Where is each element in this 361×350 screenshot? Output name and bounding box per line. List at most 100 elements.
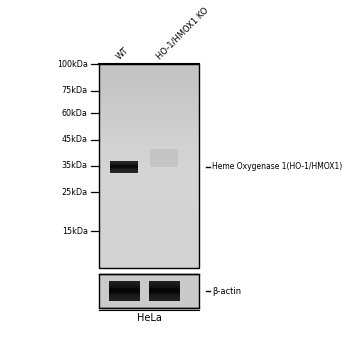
Bar: [99, 151, 199, 153]
Bar: [99, 252, 199, 255]
Bar: [99, 206, 199, 209]
Bar: [109, 286, 140, 288]
Bar: [99, 222, 199, 224]
Bar: [99, 77, 199, 79]
Bar: [99, 75, 199, 77]
Bar: [109, 289, 140, 291]
Text: 25kDa: 25kDa: [62, 188, 88, 197]
Bar: [99, 250, 199, 252]
Bar: [99, 105, 199, 107]
Bar: [99, 237, 199, 240]
Bar: [99, 72, 199, 75]
Bar: [99, 156, 199, 158]
Bar: [110, 172, 138, 173]
Bar: [99, 181, 199, 184]
Text: 75kDa: 75kDa: [62, 86, 88, 95]
Bar: [99, 230, 199, 232]
Bar: [99, 146, 199, 148]
Bar: [99, 227, 199, 230]
Bar: [110, 162, 138, 163]
Bar: [99, 69, 199, 72]
Bar: [99, 176, 199, 178]
Bar: [99, 141, 199, 143]
Text: WT: WT: [115, 45, 130, 61]
Bar: [149, 282, 179, 284]
Bar: [99, 166, 199, 168]
Bar: [99, 113, 199, 115]
Bar: [99, 199, 199, 202]
Bar: [99, 153, 199, 156]
Bar: [109, 282, 140, 284]
Bar: [99, 178, 199, 181]
Text: 60kDa: 60kDa: [62, 108, 88, 118]
Bar: [99, 224, 199, 227]
Text: Heme Oxygenase 1(HO-1/HMOX1): Heme Oxygenase 1(HO-1/HMOX1): [212, 162, 342, 172]
Bar: [109, 294, 140, 296]
Bar: [99, 212, 199, 214]
Bar: [109, 281, 140, 282]
Bar: [109, 291, 140, 293]
Text: β-actin: β-actin: [212, 287, 241, 295]
Bar: [110, 167, 138, 168]
Bar: [99, 247, 199, 250]
Bar: [99, 125, 199, 128]
Bar: [99, 265, 199, 268]
Bar: [99, 260, 199, 262]
Bar: [149, 288, 179, 289]
Bar: [110, 163, 138, 164]
Bar: [99, 107, 199, 110]
Text: 15kDa: 15kDa: [62, 226, 88, 236]
Bar: [99, 133, 199, 135]
Bar: [109, 300, 140, 301]
Bar: [149, 294, 179, 296]
Bar: [99, 202, 199, 204]
Text: HO-1/HMOX1 KO: HO-1/HMOX1 KO: [155, 6, 210, 61]
Bar: [99, 171, 199, 174]
Bar: [149, 289, 179, 291]
Bar: [99, 158, 199, 161]
Bar: [99, 85, 199, 87]
Bar: [99, 262, 199, 265]
Text: 35kDa: 35kDa: [62, 161, 88, 170]
Bar: [99, 194, 199, 196]
Bar: [99, 92, 199, 95]
Bar: [149, 293, 179, 294]
Bar: [150, 149, 178, 167]
Bar: [99, 123, 199, 125]
Bar: [99, 64, 199, 67]
Bar: [99, 214, 199, 217]
Bar: [149, 286, 179, 288]
Bar: [149, 300, 179, 301]
Bar: [99, 242, 199, 245]
Bar: [109, 293, 140, 294]
Bar: [109, 296, 140, 298]
Bar: [109, 298, 140, 300]
Bar: [99, 87, 199, 90]
Bar: [99, 64, 199, 268]
Bar: [99, 196, 199, 199]
Bar: [149, 284, 179, 286]
Bar: [99, 217, 199, 219]
Bar: [99, 103, 199, 105]
Bar: [99, 255, 199, 258]
Bar: [110, 165, 138, 166]
Text: HeLa: HeLa: [137, 313, 162, 323]
Bar: [149, 281, 179, 282]
Bar: [99, 100, 199, 103]
Bar: [110, 170, 138, 171]
Bar: [99, 184, 199, 186]
Text: 100kDa: 100kDa: [57, 60, 88, 69]
Bar: [99, 219, 199, 222]
Bar: [99, 118, 199, 120]
Bar: [99, 67, 199, 69]
Bar: [99, 191, 199, 194]
Bar: [99, 186, 199, 189]
Bar: [99, 95, 199, 97]
Text: 45kDa: 45kDa: [62, 135, 88, 144]
Bar: [99, 135, 199, 138]
Bar: [110, 161, 138, 162]
Bar: [99, 82, 199, 85]
Bar: [99, 240, 199, 242]
Bar: [110, 164, 138, 165]
Bar: [149, 291, 179, 293]
